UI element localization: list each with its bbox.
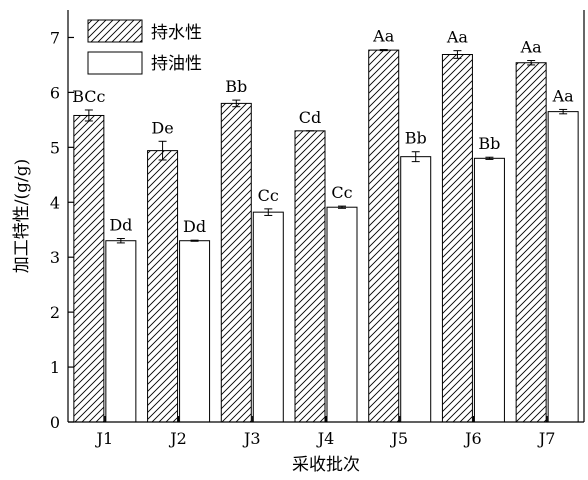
- bar-water-holding-j2: [147, 150, 179, 423]
- y-axis-title: 加工特性/(g/g): [12, 159, 32, 273]
- data-label: Dd: [183, 217, 206, 236]
- data-label: Bb: [478, 134, 500, 153]
- data-label: Dd: [109, 216, 132, 235]
- x-tick-label: J4: [316, 429, 335, 448]
- bar-oil-holding-j2: [179, 240, 211, 423]
- bar-water-holding-j1: [73, 114, 105, 423]
- data-label: De: [151, 118, 173, 137]
- y-ticks: 0 1 2 3 4 5 6 7: [50, 28, 74, 432]
- y-tick-label: 3: [50, 248, 60, 267]
- data-label: Aa: [372, 27, 395, 46]
- data-label: BCc: [72, 87, 105, 106]
- bar-water-holding-j6: [441, 53, 473, 423]
- legend-swatch-white: [87, 51, 143, 75]
- legend-swatch-hatch: [87, 19, 143, 43]
- bar-oil-holding-j1: [105, 240, 137, 423]
- y-tick-label: 1: [50, 358, 60, 377]
- data-label: Cc: [258, 186, 279, 205]
- data-label: Cc: [331, 183, 352, 202]
- bar-water-holding-j7: [515, 62, 547, 423]
- x-tick-label: J2: [168, 429, 187, 448]
- axes: [67, 10, 585, 423]
- x-tick-label: J6: [463, 429, 482, 448]
- bar-oil-holding-j3: [252, 211, 284, 423]
- bar-water-holding-j5: [368, 49, 400, 423]
- y-tick-label: 4: [50, 193, 60, 212]
- x-ticks: J1 J2 J3 J4 J5 J6 J7: [95, 416, 556, 448]
- legend-label-series-2: 持油性: [151, 54, 202, 74]
- bar-oil-holding-j6: [473, 157, 505, 423]
- y-tick-label: 7: [50, 28, 60, 47]
- legend: 持水性 持油性: [87, 19, 202, 75]
- bar-oil-holding-j7: [547, 111, 579, 423]
- data-label: Bb: [405, 129, 427, 148]
- x-tick-label: J5: [389, 429, 408, 448]
- data-label: Aa: [446, 28, 469, 47]
- y-tick-label: 0: [50, 413, 60, 432]
- x-tick-label: J1: [95, 429, 114, 448]
- data-label: Aa: [520, 38, 543, 57]
- data-label: Cd: [299, 108, 321, 127]
- data-label: Aa: [552, 86, 575, 105]
- y-tick-label: 5: [50, 138, 60, 157]
- legend-label-series-1: 持水性: [151, 23, 202, 43]
- x-tick-label: J3: [242, 429, 261, 448]
- plot-area: BCc De Bb Cd Aa Aa Aa Dd Dd Cc Cc Bb Bb Aa: [72, 27, 579, 423]
- x-axis-title: 采收批次: [292, 455, 360, 475]
- data-label: Bb: [225, 77, 247, 96]
- y-tick-label: 6: [50, 83, 60, 102]
- bar-oil-holding-j4: [326, 206, 358, 423]
- bar-water-holding-j3: [220, 102, 252, 423]
- bar-water-holding-j4: [294, 130, 326, 423]
- bar-oil-holding-j5: [400, 156, 432, 423]
- y-tick-label: 2: [50, 303, 60, 322]
- x-tick-label: J7: [537, 429, 556, 448]
